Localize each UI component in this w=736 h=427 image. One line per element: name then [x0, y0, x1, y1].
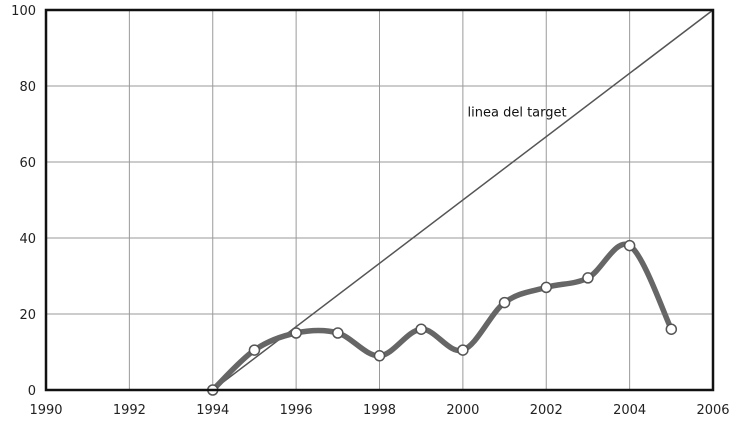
- y-tick-label: 20: [19, 308, 36, 323]
- data-point: [498, 296, 511, 309]
- data-point: [373, 350, 386, 362]
- x-tick-label: 2000: [446, 403, 479, 418]
- series-group: [210, 241, 675, 393]
- x-tick-label: 1996: [280, 403, 313, 418]
- plot-frame: [44, 8, 715, 392]
- x-tick-label: 1990: [29, 403, 62, 418]
- data-point: [332, 327, 344, 339]
- y-tick-label: 40: [19, 232, 36, 247]
- x-tick-label: 2002: [530, 403, 563, 418]
- data-point: [540, 281, 552, 294]
- target-line-group: [212, 9, 714, 391]
- data-point: [623, 239, 636, 252]
- y-tick-label: 100: [11, 4, 36, 19]
- x-tick-label: 1998: [363, 403, 396, 418]
- grid: [46, 10, 713, 390]
- data-point: [248, 344, 261, 356]
- x-tick-label: 2006: [696, 403, 729, 418]
- x-tick-label: 1992: [113, 403, 146, 418]
- y-tick-label: 60: [19, 156, 36, 171]
- y-tick-label: 80: [19, 80, 36, 95]
- markers-group: [207, 239, 678, 396]
- x-axis-ticks: 1990 1992 1994 1996 1998 2000 2002 2004 2006: [29, 403, 729, 418]
- y-tick-label: 0: [28, 384, 36, 399]
- y-axis-ticks: 0 20 40 60 80 100: [11, 4, 36, 399]
- data-point: [457, 344, 469, 356]
- data-point: [582, 272, 594, 284]
- series-line: [210, 241, 675, 393]
- x-tick-label: 1994: [196, 403, 229, 418]
- data-point: [415, 323, 427, 335]
- x-tick-label: 2004: [613, 403, 646, 418]
- target-line-annotation: linea del target: [468, 105, 567, 120]
- data-point: [290, 327, 302, 339]
- data-point: [665, 323, 678, 335]
- target-line: [212, 9, 714, 391]
